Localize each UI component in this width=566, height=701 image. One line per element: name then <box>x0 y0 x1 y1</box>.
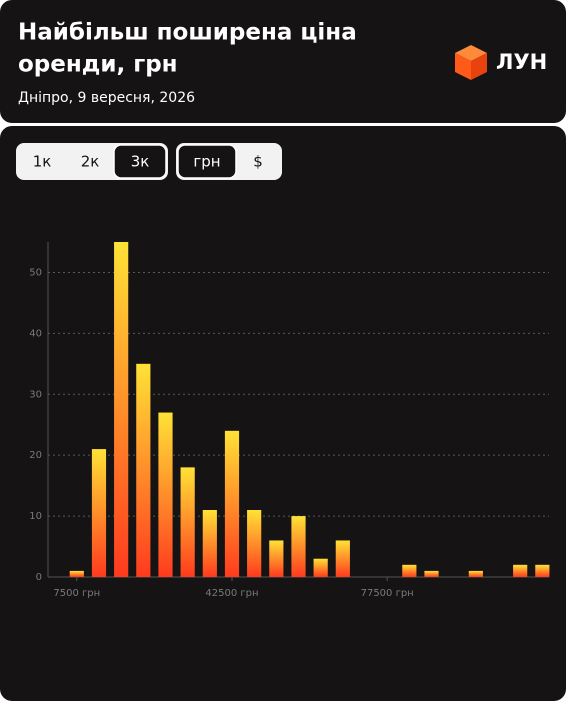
rooms-toggle: 1к 2к 3к <box>16 143 168 180</box>
bar <box>402 564 417 577</box>
bar <box>513 564 528 577</box>
y-tick-label: 20 <box>29 450 42 461</box>
header-card <box>0 0 566 123</box>
subtitle: Дніпро, 9 вересня, 2026 <box>18 90 195 106</box>
y-tick-label: 10 <box>29 511 42 522</box>
bar <box>158 412 173 577</box>
chart: 0 10 20 30 40 50 7500 грн 42500 грн 77500 грн <box>29 242 550 599</box>
title-line: оренди, грн <box>18 52 178 78</box>
bar <box>313 558 328 577</box>
toggle-option[interactable]: $ <box>253 153 263 171</box>
toggle-option[interactable]: 1к <box>33 153 52 171</box>
y-tick-label: 40 <box>29 328 42 339</box>
bar <box>291 516 306 577</box>
bar <box>114 242 129 577</box>
y-tick-label: 50 <box>29 267 42 278</box>
x-tick-label: 77500 грн <box>361 588 414 599</box>
toggle-option[interactable]: грн <box>193 153 220 171</box>
bar <box>424 570 439 577</box>
bar <box>224 430 240 577</box>
y-tick-label: 30 <box>29 389 42 400</box>
title-line: Найбільш поширена ціна <box>18 20 357 46</box>
bar <box>136 363 151 577</box>
x-tick-label: 42500 грн <box>205 588 258 599</box>
bar <box>69 570 84 577</box>
bar <box>180 467 195 577</box>
logo-icon <box>455 45 487 80</box>
bar <box>335 540 350 577</box>
toggle-option[interactable]: 2к <box>81 153 100 171</box>
toggle-active <box>177 144 237 179</box>
bar <box>468 570 483 577</box>
bar <box>535 564 550 577</box>
toggle-option[interactable]: 3к <box>131 153 150 171</box>
y-tick-label: 0 <box>36 572 42 583</box>
bar <box>202 510 217 577</box>
bar <box>247 510 262 577</box>
bar <box>91 449 107 577</box>
toggle-active <box>113 144 167 179</box>
currency-toggle: грн $ <box>176 143 282 180</box>
logo-text: ЛУН <box>496 50 547 74</box>
chart-card <box>0 126 566 701</box>
x-tick-label: 7500 грн <box>53 588 100 599</box>
bar <box>269 540 284 577</box>
